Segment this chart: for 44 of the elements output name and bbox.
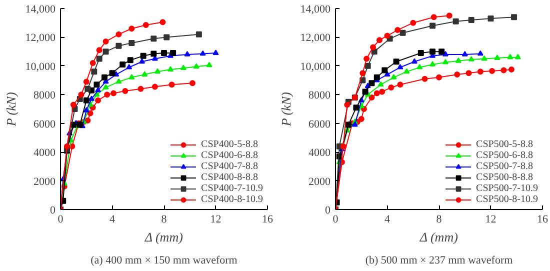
y-axis-title: P (kN): [278, 92, 294, 128]
y-tick-label: 0: [325, 204, 331, 216]
x-tick-label: 8: [161, 214, 168, 226]
legend-label: CSP500-8-10.9: [476, 194, 538, 205]
legend-label: CSP500-5-8.8: [476, 139, 533, 150]
y-tick-label: 12,000: [25, 32, 56, 44]
y-tick-label: 8000: [308, 90, 331, 102]
y-tick-label: 10,000: [25, 60, 56, 73]
text: (b) 500 mm × 237 mm waveform: [365, 254, 514, 266]
legend-label: CSP500-6-8.8: [476, 150, 533, 161]
legend-label: CSP500-7-8.8: [476, 161, 533, 172]
y-tick-label: 2000: [308, 176, 331, 188]
y-tick-label: 4000: [34, 147, 56, 160]
x-tick-label: 12: [485, 214, 496, 226]
y-tick-label: 8000: [34, 90, 56, 102]
x-tick-label: 16: [262, 214, 274, 226]
y-tick-label: 10,000: [300, 60, 331, 73]
x-tick-label: 12: [210, 214, 222, 226]
legend-label: CSP400-5-8.8: [201, 139, 258, 150]
x-tick-label: 0: [58, 214, 64, 226]
x-tick-label: 8: [436, 214, 442, 226]
legend-label: CSP400-8-8.8: [201, 172, 258, 183]
x-axis-title: Δ (mm): [144, 230, 183, 244]
y-axis-title: P (kN): [3, 92, 18, 128]
y-tick-label: 4000: [308, 147, 331, 160]
x-tick-label: 4: [384, 214, 390, 226]
y-tick-label: 14,000: [25, 4, 56, 16]
x-tick-label: 4: [110, 214, 116, 226]
legend-label: CSP400-8-10.9: [201, 194, 263, 205]
x-tick-label: 0: [332, 214, 339, 226]
y-tick-label: 6000: [34, 118, 56, 130]
y-tick-label: 14,000: [300, 4, 331, 16]
legend-label: CSP400-7-10.9: [201, 183, 263, 194]
text: (a) 400 mm × 150 mm waveform: [90, 254, 238, 266]
y-tick-label: 6000: [308, 118, 331, 130]
y-tick-label: 2000: [34, 176, 56, 188]
legend-label: CSP500-8-8.8: [476, 172, 533, 183]
legend-label: CSP500-7-10.9: [476, 183, 538, 194]
legend-label: CSP400-6-8.8: [201, 150, 258, 161]
y-tick-label: 12,000: [300, 32, 331, 44]
y-tick-label: 0: [50, 204, 56, 216]
x-tick-label: 16: [537, 214, 548, 226]
x-axis-title: Δ (mm): [418, 230, 458, 244]
legend-label: CSP400-7-8.8: [201, 161, 258, 172]
